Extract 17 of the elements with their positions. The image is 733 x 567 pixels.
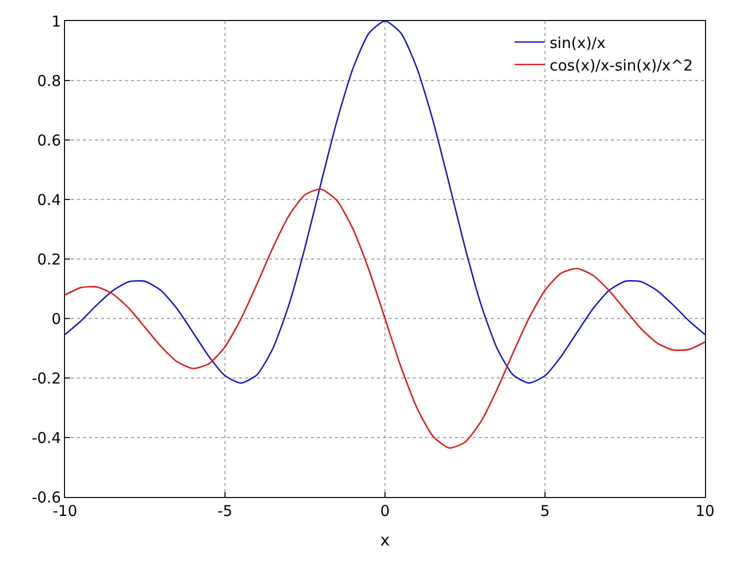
x-axis-title: x [380,530,390,550]
legend-label: cos(x)/x-sin(x)/x^2 [550,56,693,74]
y-tick-label: 0.2 [37,250,61,268]
x-tick-label: 0 [380,502,390,520]
x-tick-label: -5 [218,502,232,520]
y-tick-label: 0 [51,310,61,328]
x-tick-label: 5 [540,502,550,520]
legend-label: sin(x)/x [550,34,606,52]
y-tick-label: 0.6 [37,131,61,150]
y-tick-label: -0.4 [32,428,61,447]
line-series [65,21,705,384]
y-tick-label: 1 [51,12,61,30]
y-tick-label: 0.8 [37,72,61,90]
line-series [65,188,705,449]
y-tick-label: 0.4 [37,190,61,209]
x-tick-label: 10 [695,502,715,520]
y-tick-label: -0.2 [32,369,61,388]
